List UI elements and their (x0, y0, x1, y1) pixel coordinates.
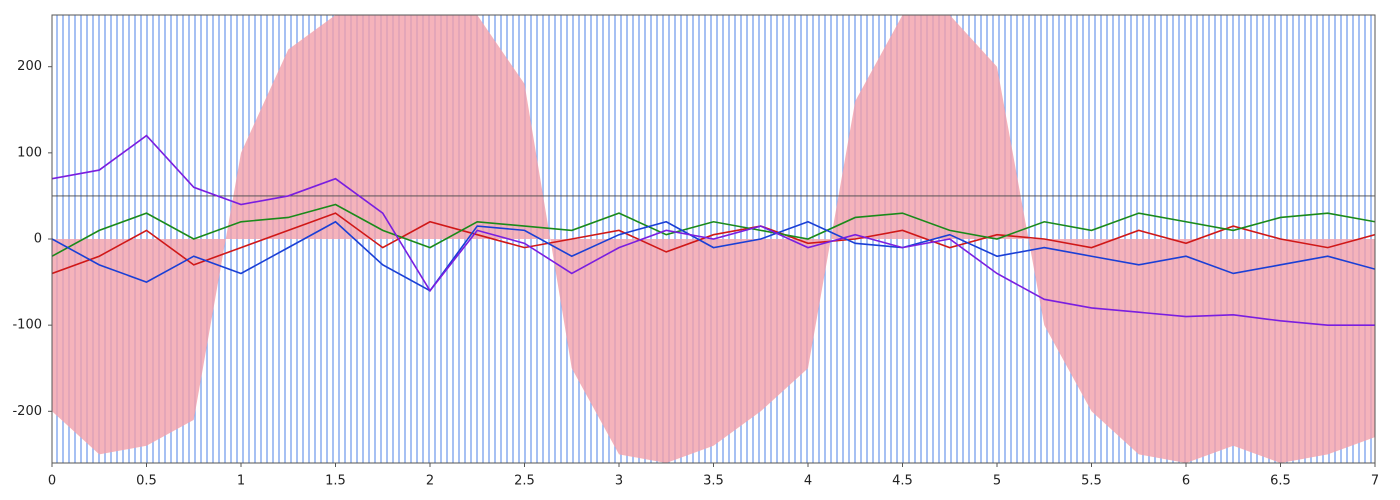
x-tick-label: 5.5 (1081, 474, 1102, 489)
x-tick-label: 4.5 (892, 474, 913, 489)
x-tick-label: 3 (615, 474, 623, 489)
x-tick-label: 4 (804, 474, 812, 489)
series-line (52, 134, 1375, 326)
series-line (52, 212, 1375, 275)
y-tick-label: -200 (12, 404, 42, 419)
y-tick-label: 100 (17, 145, 42, 160)
x-tick-label: 5 (993, 474, 1001, 489)
x-tick-label: 6 (1182, 474, 1190, 489)
series-line (52, 220, 1375, 292)
y-tick-label: 200 (17, 59, 42, 74)
plot-area (52, 15, 1375, 463)
x-tick-label: 0 (48, 474, 56, 489)
y-tick-label: -100 (12, 318, 42, 333)
x-tick-label: 1 (237, 474, 245, 489)
x-tick-label: 7 (1371, 474, 1379, 489)
x-tick-label: 2 (426, 474, 434, 489)
x-tick-label: 6.5 (1270, 474, 1291, 489)
x-tick-label: 1.5 (325, 474, 346, 489)
x-tick-label: 3.5 (703, 474, 724, 489)
series-line (52, 203, 1375, 257)
x-tick-label: 0.5 (136, 474, 157, 489)
y-tick-label: 0 (34, 232, 42, 247)
x-tick-label: 2.5 (514, 474, 535, 489)
